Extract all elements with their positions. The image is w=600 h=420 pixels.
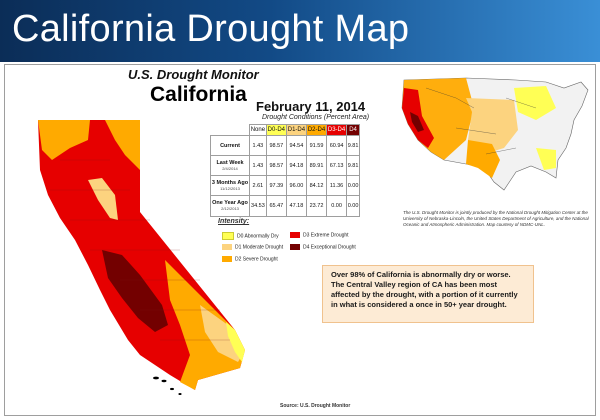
us-drought-texas: [466, 140, 500, 178]
table-cell: 1.43: [249, 155, 267, 176]
channel-island: [161, 379, 167, 383]
table-header-row: None D0-D4 D1-D4 D2-D4 D3-D4 D4: [210, 124, 360, 136]
column-header: None: [249, 124, 267, 136]
table-cell: 94.54: [285, 135, 307, 156]
channel-island: [153, 376, 159, 380]
table-cell: 84.12: [305, 175, 328, 196]
us-drought-southeast: [536, 148, 556, 170]
row-label: Last Week 2/4/2014: [210, 155, 250, 176]
title-banner: California Drought Map: [0, 0, 600, 62]
column-header: D3-D4: [326, 124, 348, 136]
callout-box: Over 98% of California is abnormally dry…: [322, 265, 534, 323]
legend-swatch: [290, 244, 300, 250]
source-credit: Source: U.S. Drought Monitor: [280, 403, 351, 409]
table-cell: 94.18: [285, 155, 307, 176]
column-header: D4: [346, 124, 360, 136]
column-header: D1-D4: [285, 124, 307, 136]
state-title: California: [150, 83, 247, 106]
ca-region-d2-northeast: [105, 120, 140, 170]
legend-swatch: [222, 232, 234, 240]
table-cell: 67.13: [326, 155, 348, 176]
table-cell: 96.00: [285, 175, 307, 196]
legend-item-d2: D2 Severe Drought: [222, 256, 278, 262]
map-date: February 11, 2014: [256, 99, 366, 114]
table-cell: 0.00: [346, 175, 360, 196]
page-title: California Drought Map: [12, 8, 410, 50]
california-drought-map: [38, 120, 245, 395]
legend-item-d1: D1 Moderate Drought: [222, 244, 283, 250]
table-cell: 97.39: [265, 175, 287, 196]
usdm-heading: U.S. Drought Monitor: [128, 67, 259, 82]
table-cell: 0.00: [346, 195, 360, 217]
row-label: Current: [210, 135, 250, 156]
ca-region-d2-north: [38, 120, 90, 160]
row-label: One Year Ago 2/12/2013: [210, 195, 250, 217]
table-cell: 89.91: [305, 155, 328, 176]
table-cell: 1.43: [249, 135, 267, 156]
legend-swatch: [290, 232, 300, 238]
legend-title: Intensity:: [218, 218, 250, 225]
table-cell: 60.94: [326, 135, 348, 156]
table-cell: 34.53: [249, 195, 267, 217]
us-drought-boundaries: [425, 87, 537, 155]
us-map-caption: The U.S. Drought Monitor is jointly prod…: [403, 210, 589, 227]
table-cell: 2.61: [249, 175, 267, 196]
table-cell: 9.81: [346, 155, 360, 176]
table-cell: 98.57: [265, 155, 287, 176]
us-drought-ca-d4: [410, 112, 424, 132]
legend-item-d4: D4 Exceptional Drought: [290, 244, 356, 250]
table-cell: 91.59: [305, 135, 328, 156]
us-drought-map: [396, 68, 592, 208]
channel-island: [178, 393, 182, 395]
table-cell: 47.18: [285, 195, 307, 217]
us-drought-plains: [466, 98, 518, 154]
channel-island: [170, 387, 174, 391]
ca-region-d0-desert: [226, 322, 245, 362]
legend-swatch: [222, 256, 232, 262]
row-label: 3 Months Ago 11/12/2013: [210, 175, 250, 196]
table-cell: 23.72: [305, 195, 328, 217]
table-cell: 98.57: [265, 135, 287, 156]
table-cell: 65.47: [265, 195, 287, 217]
column-header: D0-D4: [265, 124, 287, 136]
us-drought-midwest: [514, 86, 556, 120]
table-cell: 11.36: [326, 175, 348, 196]
table-row: One Year Ago 2/12/2013 34.53 65.47 47.18 …: [210, 195, 360, 217]
drought-stats-table: None D0-D4 D1-D4 D2-D4 D3-D4 D4 Current …: [210, 124, 360, 217]
ca-region-d1-sierra: [88, 178, 118, 220]
table-corner: [210, 124, 250, 136]
legend-swatch: [222, 244, 232, 250]
table-cell: 0.00: [326, 195, 348, 217]
table-row: Last Week 2/4/2014 1.43 98.57 94.18 89.91…: [210, 155, 360, 176]
table-row: Current 1.43 98.57 94.54 91.59 60.94 9.8…: [210, 135, 360, 156]
table-cell: 9.81: [346, 135, 360, 156]
column-header: D2-D4: [305, 124, 328, 136]
conditions-label: Drought Conditions (Percent Area): [262, 114, 370, 121]
legend-item-d3: D3 Extreme Drought: [290, 232, 349, 238]
ca-region-d4-central-valley: [102, 250, 168, 332]
legend-item-d0: D0 Abnormally Dry: [222, 232, 279, 240]
table-row: 3 Months Ago 11/12/2013 2.61 97.39 96.00 …: [210, 175, 360, 196]
ca-county-lines: [50, 159, 230, 341]
